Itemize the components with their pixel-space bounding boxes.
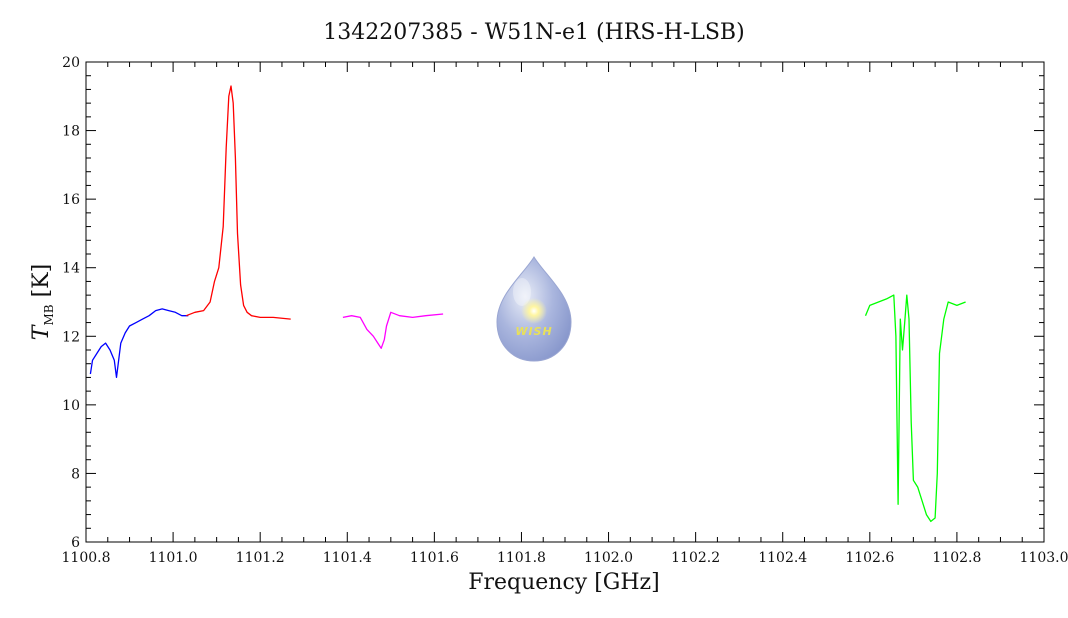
y-tick-label: 12 — [62, 329, 80, 345]
x-tick-label: 1102.2 — [671, 550, 720, 566]
y-tick-label: 14 — [62, 261, 80, 277]
y-axis-label: TMB [K] — [29, 264, 56, 340]
wish-logo-text: WISH — [515, 325, 552, 338]
y-tick-label: 6 — [71, 535, 80, 551]
y-tick-label: 8 — [71, 466, 80, 482]
series-line-3 — [342, 311, 444, 349]
y-tick-label: 10 — [62, 398, 80, 414]
x-tick-label: 1102.8 — [932, 550, 981, 566]
x-tick-label: 1102.0 — [584, 550, 633, 566]
y-tick-label: 20 — [62, 55, 80, 71]
y-tick-label: 16 — [62, 192, 80, 208]
x-tick-label: 1101.6 — [410, 550, 459, 566]
y-tick-label: 18 — [62, 124, 80, 140]
x-tick-label: 1102.6 — [845, 550, 894, 566]
x-tick-label: 1101.8 — [497, 550, 546, 566]
series-line-2 — [185, 85, 291, 320]
series-line-1 — [89, 308, 189, 379]
axis-ticks: 1100.8 1101.0 1101.2 1101.4 1101.6 1101.8 1102… — [62, 55, 1068, 566]
wish-logo: WISH — [496, 256, 572, 362]
chart-title: 1342207385 - W51N-e1 (HRS-H-LSB) — [323, 20, 744, 45]
x-tick-label: 1101.2 — [236, 550, 285, 566]
x-tick-label: 1101.0 — [149, 550, 198, 566]
x-tick-label: 1101.4 — [323, 550, 372, 566]
x-tick-label: 1103.0 — [1020, 550, 1068, 566]
x-tick-label: 1100.8 — [62, 550, 111, 566]
x-tick-label: 1102.4 — [758, 550, 807, 566]
series-line-4 — [864, 294, 966, 523]
series-group — [89, 85, 966, 523]
x-axis-label: Frequency [GHz] — [468, 570, 660, 595]
